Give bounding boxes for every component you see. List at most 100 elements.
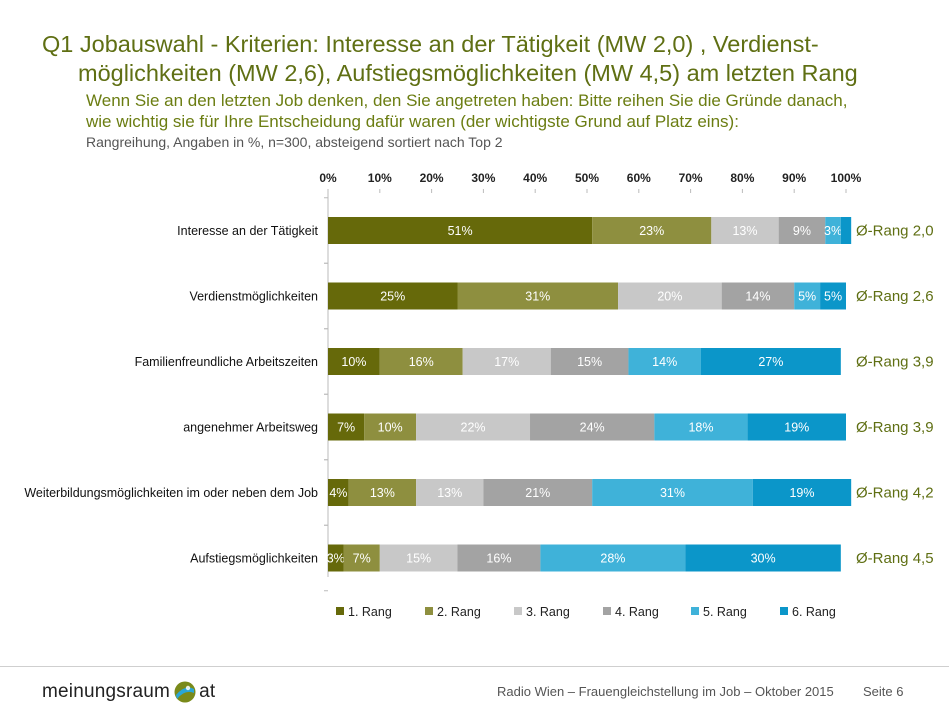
x-tick-label: 100% (831, 171, 862, 185)
bar-value-label: 15% (577, 355, 602, 369)
bar-segment (343, 544, 380, 572)
bar-segment (328, 282, 458, 310)
bar-segment (747, 413, 846, 441)
bar-value-label: 10% (341, 355, 366, 369)
bar-value-label: 31% (525, 290, 550, 304)
bar-value-label: 14% (745, 290, 770, 304)
mean-rank-annotation: Ø-Rang 4,2 (856, 485, 934, 502)
x-tick-label: 10% (368, 171, 392, 185)
footer-source: Radio Wien – Frauengleichstellung im Job… (497, 684, 834, 699)
page-title: Q1 Jobauswahl - Kriterien: Interesse an … (42, 30, 922, 88)
bar-segment (840, 217, 852, 244)
legend-label: 5. Rang (703, 605, 747, 619)
mean-rank-annotation: Ø-Rang 3,9 (856, 354, 934, 371)
bar-value-label: 5% (798, 290, 816, 304)
bar-value-label: 22% (461, 421, 486, 435)
bar-segment (721, 282, 795, 310)
x-tick-label: 60% (627, 171, 651, 185)
x-tick-label: 90% (782, 171, 806, 185)
bar-segment (416, 413, 531, 441)
bar-segment (825, 217, 841, 244)
bar-value-label: 19% (784, 421, 809, 435)
legend-label: 3. Rang (526, 605, 570, 619)
x-tick-label: 80% (730, 171, 754, 185)
bar-segment (364, 413, 417, 441)
bar-segment (348, 479, 417, 506)
footer-divider (0, 666, 949, 667)
bar-segment (794, 282, 821, 310)
bar-value-label: 5% (824, 290, 842, 304)
bar-value-label: 19% (789, 486, 814, 500)
x-tick-label: 30% (471, 171, 495, 185)
x-tick-label: 70% (679, 171, 703, 185)
legend-swatch (603, 607, 611, 615)
legend-swatch (514, 607, 522, 615)
bar-segment (328, 413, 365, 441)
legend-label: 1. Rang (348, 605, 392, 619)
bar-segment (778, 217, 826, 244)
bar-value-label: 51% (448, 224, 473, 238)
bar-value-label: 13% (732, 224, 757, 238)
bar-value-label: 28% (600, 552, 625, 566)
mean-rank-annotation: Ø-Rang 4,5 (856, 550, 934, 567)
bar-value-label: 23% (639, 224, 664, 238)
bar-value-label: 24% (580, 421, 605, 435)
category-label: Verdienstmöglichkeiten (189, 290, 318, 304)
bar-segment (328, 348, 380, 375)
category-label: Interesse an der Tätigkeit (177, 224, 318, 238)
bar-value-label: 14% (652, 355, 677, 369)
bar-value-label: 27% (758, 355, 783, 369)
bar-segment (618, 282, 722, 310)
bar-value-label: 3% (824, 224, 842, 238)
category-label: angenehmer Arbeitsweg (183, 421, 318, 435)
stacked-bar-chart: 0% 10% 20% 30% 40% 50% 60% 70% 80% 90% 100% Interes… (24, 171, 934, 619)
bar-segment (530, 413, 655, 441)
category-label: Familienfreundliche Arbeitszeiten (135, 355, 318, 369)
bar-value-label: 31% (660, 486, 685, 500)
bar-segment (462, 348, 551, 375)
bar-value-label: 16% (409, 355, 434, 369)
question-line-1: Wenn Sie an den letzten Job denken, den … (86, 91, 848, 110)
bar-segment (379, 348, 463, 375)
logo-globe-icon (174, 681, 196, 703)
logo-text-right: at (199, 681, 216, 702)
bar-segment (540, 544, 686, 572)
x-tick-label: 20% (420, 171, 444, 185)
title-line-2: möglichkeiten (MW 2,6), Aufstiegsmöglich… (78, 60, 858, 86)
x-tick-label: 50% (575, 171, 599, 185)
bar-segment (416, 479, 484, 506)
chart-note: Rangreihung, Angaben in %, n=300, abstei… (86, 134, 503, 150)
bar-segment (700, 348, 841, 375)
question-text: Wenn Sie an den letzten Job denken, den … (86, 90, 946, 132)
question-line-2: wie wichtig sie für Ihre Entscheidung da… (86, 112, 739, 131)
category-label: Aufstiegsmöglichkeiten (190, 552, 318, 566)
bar-value-label: 10% (378, 421, 403, 435)
bar-value-label: 13% (437, 486, 462, 500)
legend-label: 2. Rang (437, 605, 481, 619)
x-tick-label: 0% (319, 171, 337, 185)
bar-segment (628, 348, 701, 375)
bar-value-label: 4% (329, 486, 347, 500)
mean-rank-annotation: Ø-Rang 2,6 (856, 288, 934, 305)
bar-value-label: 13% (370, 486, 395, 500)
logo: meinungsraum at (42, 679, 215, 705)
bar-value-label: 7% (353, 552, 371, 566)
bar-segment (457, 282, 619, 310)
bar-segment (328, 479, 349, 506)
page-number: Seite 6 (863, 684, 904, 699)
bar-segment (483, 479, 593, 506)
legend-swatch (691, 607, 699, 615)
bar-value-label: 16% (486, 552, 511, 566)
bar-segment (685, 544, 841, 572)
title-line-1: Q1 Jobauswahl - Kriterien: Interesse an … (42, 31, 819, 57)
bar-segment (711, 217, 779, 244)
legend-label: 6. Rang (792, 605, 836, 619)
bar-value-label: 9% (793, 224, 811, 238)
bar-segment (379, 544, 458, 572)
category-label: Weiterbildungsmöglichkeiten im oder nebe… (24, 486, 318, 500)
x-tick-label: 40% (523, 171, 547, 185)
mean-rank-annotation: Ø-Rang 3,9 (856, 419, 934, 436)
bar-value-label: 21% (525, 486, 550, 500)
bar-value-label: 7% (337, 421, 355, 435)
legend-swatch (780, 607, 788, 615)
